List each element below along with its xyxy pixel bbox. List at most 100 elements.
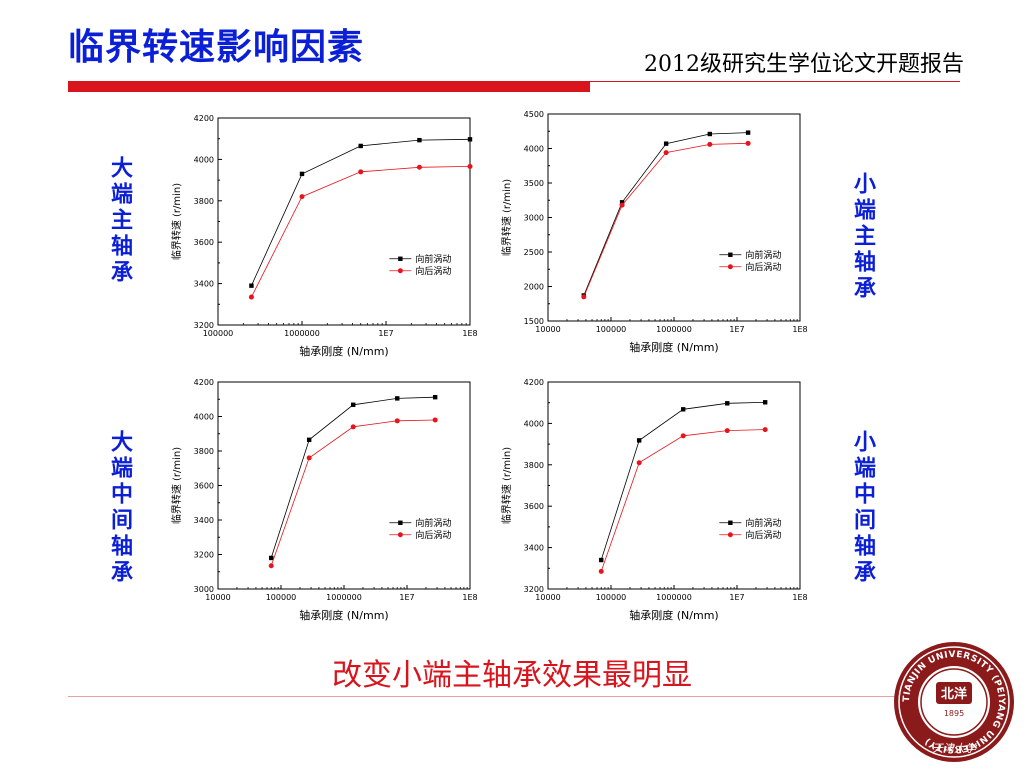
- y-tick-label: 3800: [194, 447, 214, 456]
- legend-label: 向前涡动: [415, 517, 451, 529]
- data-point-backward: [619, 202, 625, 208]
- legend-label: 向前涡动: [745, 517, 781, 529]
- x-tick-label: 1E7: [729, 593, 744, 602]
- y-tick-label: 3200: [194, 321, 214, 330]
- y-tick-label: 2000: [524, 283, 544, 292]
- data-point-forward: [663, 141, 669, 146]
- data-point-backward: [707, 141, 713, 147]
- report-subtitle: 2012级研究生学位论文开题报告: [644, 52, 964, 77]
- svg-text:天津大学: 天津大学: [932, 742, 978, 755]
- y-tick-label: 3500: [524, 179, 544, 188]
- data-point-forward: [395, 396, 400, 401]
- x-tick-label: 100000: [596, 593, 627, 602]
- chart-small-end-main-bearing: 1500 2000 2500 3000 3500 4000 4500 10000 100000 1…: [500, 110, 808, 354]
- data-point-forward: [745, 130, 751, 135]
- y-axis-label: 临界转速 (r/min): [500, 179, 513, 256]
- x-tick-label: 10000: [535, 325, 560, 334]
- data-point-backward: [299, 194, 305, 200]
- y-tick-label: 3600: [524, 502, 544, 511]
- data-point-forward: [249, 283, 254, 288]
- legend-label: 向后涡动: [745, 529, 781, 541]
- legend-label: 向后涡动: [415, 529, 451, 541]
- legend-marker: [728, 252, 733, 257]
- y-axis-label: 临界转速 (r/min): [170, 447, 183, 524]
- y-tick-label: 3200: [194, 551, 214, 560]
- chart-small-end-intermediate-bearing: 3200 3400 3600 3800 4000 4200 10000 100000 10000…: [500, 378, 808, 622]
- data-point-backward: [598, 568, 604, 574]
- y-tick-label: 4500: [524, 110, 544, 119]
- data-point-forward: [269, 555, 274, 561]
- side-label-top-left: 大端主轴承: [107, 156, 133, 286]
- legend-marker: [398, 520, 403, 525]
- legend-marker: [728, 520, 733, 525]
- legend-label: 向前涡动: [745, 249, 781, 261]
- y-tick-label: 3800: [194, 197, 214, 206]
- legend-marker: [398, 256, 403, 261]
- x-tick-label: 1000000: [326, 593, 362, 602]
- x-tick-label: 1E7: [729, 325, 744, 334]
- y-tick-label: 3400: [524, 544, 544, 553]
- data-point-backward: [248, 294, 254, 300]
- data-point-backward: [680, 433, 686, 439]
- data-point-forward: [417, 137, 422, 143]
- data-point-forward: [358, 143, 363, 149]
- x-tick-label: 1E8: [792, 325, 807, 334]
- y-tick-label: 3800: [524, 461, 544, 470]
- svg-text:北洋: 北洋: [941, 686, 967, 702]
- header-red-bar: [68, 82, 590, 92]
- x-tick-label: 1E7: [378, 329, 393, 338]
- series-line-forward: [270, 396, 436, 559]
- y-axis-label: 临界转速 (r/min): [500, 447, 513, 524]
- side-label-bottom-left: 大端中间轴承: [107, 430, 133, 586]
- data-point-forward: [467, 137, 473, 142]
- data-point-backward: [724, 428, 730, 434]
- y-tick-label: 4000: [194, 413, 214, 422]
- x-axis-label: 轴承刚度 (N/mm): [299, 344, 388, 358]
- data-point-backward: [432, 417, 438, 423]
- x-axis-label: 轴承刚度 (N/mm): [629, 340, 718, 354]
- data-point-backward: [581, 294, 587, 300]
- legend-label: 向前涡动: [415, 253, 451, 265]
- x-tick-label: 1E8: [462, 329, 477, 338]
- x-tick-label: 100000: [203, 329, 234, 338]
- x-tick-label: 1000000: [284, 329, 320, 338]
- plot-frame: [547, 381, 801, 590]
- data-point-backward: [636, 460, 642, 466]
- plot-frame: [217, 381, 471, 590]
- y-tick-label: 4200: [194, 378, 214, 387]
- legend-marker: [727, 532, 733, 538]
- y-tick-label: 3000: [194, 585, 214, 594]
- header-divider-line: [68, 81, 960, 82]
- data-point-backward: [350, 424, 356, 430]
- conclusion-text: 改变小端主轴承效果最明显: [332, 658, 692, 693]
- svg-text:1895: 1895: [944, 709, 964, 718]
- y-tick-label: 4000: [194, 155, 214, 164]
- y-tick-label: 2500: [524, 248, 544, 257]
- data-point-forward: [619, 200, 625, 205]
- data-point-backward: [416, 164, 422, 170]
- data-point-forward: [725, 401, 730, 406]
- data-point-backward: [268, 563, 274, 569]
- series-line-backward: [600, 429, 766, 572]
- data-point-backward: [467, 163, 473, 169]
- data-point-forward: [432, 394, 438, 400]
- y-tick-label: 4200: [524, 378, 544, 387]
- data-point-forward: [299, 171, 305, 177]
- y-tick-label: 4200: [194, 114, 214, 123]
- y-axis-label: 临界转速 (r/min): [170, 183, 183, 260]
- x-axis-label: 轴承刚度 (N/mm): [299, 608, 388, 622]
- x-tick-label: 100000: [266, 593, 297, 602]
- y-tick-label: 4000: [524, 145, 544, 154]
- data-point-forward: [306, 437, 312, 442]
- x-tick-label: 10000: [535, 593, 560, 602]
- series-line-backward: [270, 419, 436, 566]
- y-tick-label: 3200: [524, 585, 544, 594]
- data-point-forward: [707, 131, 712, 137]
- x-tick-label: 1000000: [656, 593, 692, 602]
- y-tick-label: 1500: [524, 317, 544, 326]
- legend-label: 向后涡动: [745, 261, 781, 273]
- side-label-bottom-right: 小端中间轴承: [850, 430, 876, 586]
- y-tick-label: 3600: [194, 238, 214, 247]
- data-point-backward: [358, 169, 364, 175]
- x-tick-label: 100000: [596, 325, 627, 334]
